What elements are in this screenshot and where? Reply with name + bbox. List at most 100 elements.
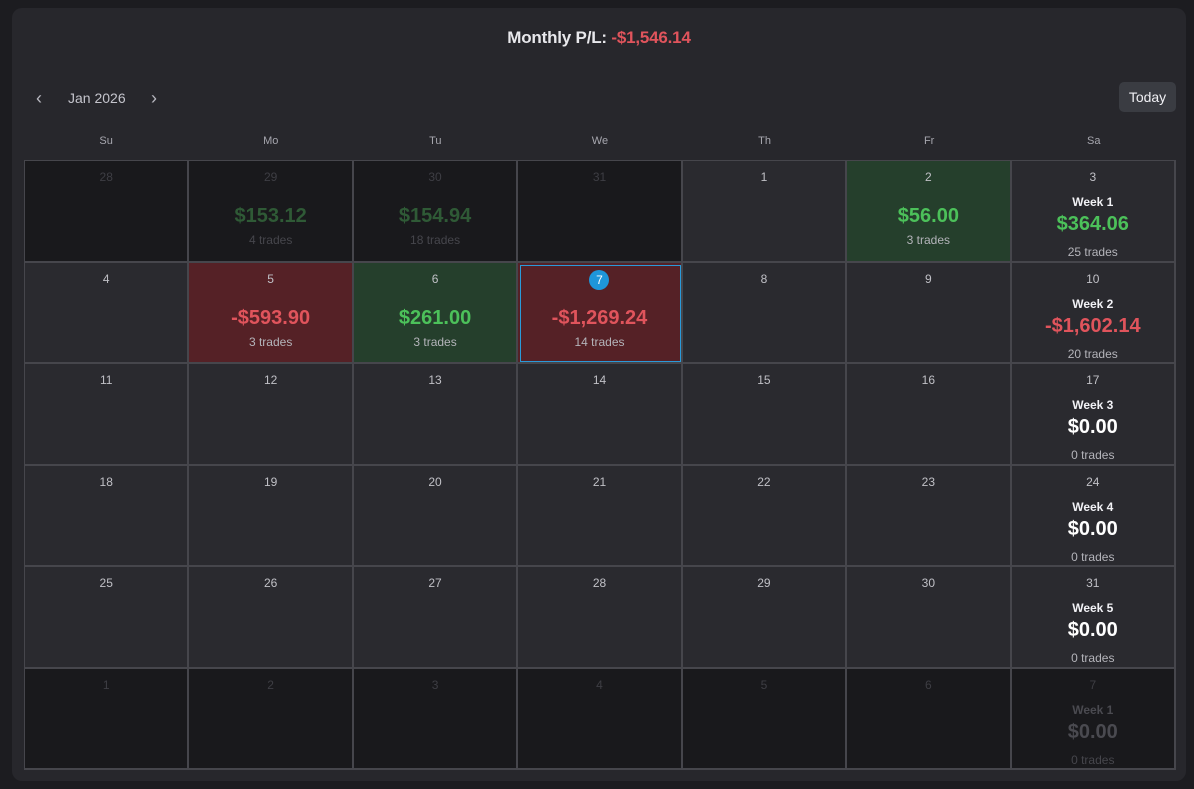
day-number: 12 — [263, 373, 278, 387]
day-trade-count: 3 trades — [906, 233, 951, 247]
day-cell[interactable]: 4 — [25, 262, 190, 364]
day-pl-amount: $261.00 — [398, 306, 472, 329]
day-number: 5 — [267, 271, 274, 286]
day-number: 4 — [596, 677, 603, 692]
chevron-left-icon[interactable]: ‹ — [36, 88, 42, 108]
monthly-pl-value: -$1,546.14 — [611, 28, 691, 47]
day-cell[interactable]: 2 $56.00 3 trades — [847, 161, 1012, 263]
day-number: 30 — [428, 170, 442, 184]
day-trade-count: 4 trades — [248, 233, 293, 247]
day-cell[interactable]: 6 $261.00 3 trades — [353, 262, 519, 364]
week-summary-cell[interactable]: 7 Week 1 $0.00 0 trades — [1011, 668, 1176, 770]
day-number: 18 — [99, 474, 113, 489]
day-cell[interactable]: 30 $154.94 18 trades — [353, 161, 519, 263]
day-number: 27 — [428, 576, 442, 590]
week-pl-amount: $0.00 — [1067, 517, 1118, 540]
day-number: 4 — [102, 271, 110, 286]
day-cell[interactable]: 1 — [25, 668, 190, 770]
day-number: 5 — [760, 677, 768, 692]
day-cell[interactable]: 29 — [682, 567, 848, 669]
day-cell[interactable]: 22 — [682, 465, 848, 567]
week-summary-cell[interactable]: 24 Week 4 $0.00 0 trades — [1011, 465, 1176, 567]
day-cell[interactable]: 4 — [518, 668, 683, 770]
day-pl-amount: $153.12 — [234, 205, 307, 227]
day-trade-count: 18 trades — [410, 233, 461, 247]
week-label: Week 5 — [1072, 601, 1114, 615]
day-cell[interactable]: 5 — [682, 668, 848, 770]
day-number: 6 — [925, 677, 932, 692]
week-summary-cell[interactable]: 10 Week 2 -$1,602.14 20 trades — [1011, 262, 1176, 364]
day-number: 17 — [1086, 373, 1100, 387]
week-pl-amount: $364.06 — [1056, 213, 1129, 235]
day-trade-count: 3 trades — [413, 334, 457, 349]
day-cell[interactable]: 13 — [353, 364, 519, 466]
day-number: 8 — [760, 271, 768, 286]
day-cell[interactable]: 23 — [847, 465, 1012, 567]
weekday-tu: Tu — [429, 135, 442, 147]
day-cell[interactable]: 21 — [518, 465, 683, 567]
day-cell[interactable]: 7 -$1,269.24 14 trades — [518, 262, 683, 364]
day-number: 19 — [263, 474, 278, 489]
day-cell[interactable]: 3 — [353, 668, 519, 770]
day-cell[interactable]: 9 — [847, 262, 1012, 364]
week-trade-count: 0 trades — [1071, 752, 1115, 767]
week-trade-count: 0 trades — [1071, 549, 1115, 564]
day-cell[interactable]: 15 — [682, 364, 848, 466]
day-cell[interactable]: 12 — [189, 364, 354, 466]
week-summary-cell[interactable]: 17 Week 3 $0.00 0 trades — [1011, 364, 1176, 466]
day-cell[interactable]: 31 — [518, 161, 683, 263]
day-cell[interactable]: 11 — [25, 364, 190, 466]
day-number: 29 — [263, 170, 278, 184]
day-pl-amount: $56.00 — [897, 205, 959, 227]
today-badge: 7 — [589, 269, 610, 290]
day-cell[interactable]: 29 $153.12 4 trades — [189, 161, 354, 263]
today-button[interactable]: Today — [1119, 82, 1176, 112]
week-trade-count: 0 trades — [1071, 651, 1115, 665]
calendar-panel: Monthly P/L: -$1,546.14 ‹ Jan 2026 › Tod… — [12, 8, 1186, 781]
day-number: 29 — [757, 576, 771, 590]
day-number: 13 — [428, 373, 442, 387]
week-summary-cell[interactable]: 3 Week 1 $364.06 25 trades — [1011, 161, 1176, 263]
day-cell[interactable]: 28 — [518, 567, 683, 669]
weekday-we: We — [591, 135, 609, 147]
day-cell[interactable]: 2 — [189, 668, 354, 770]
week-summary-cell[interactable]: 31 Week 5 $0.00 0 trades — [1011, 567, 1176, 669]
day-number: 10 — [1086, 271, 1100, 286]
day-cell[interactable]: 19 — [189, 465, 354, 567]
day-trade-count: 3 trades — [248, 334, 293, 349]
day-number: 2 — [925, 170, 932, 184]
weekday-th: Th — [758, 135, 771, 147]
day-cell[interactable]: 30 — [847, 567, 1012, 669]
day-cell[interactable]: 27 — [353, 567, 519, 669]
day-cell[interactable]: 20 — [353, 465, 519, 567]
week-trade-count: 25 trades — [1067, 245, 1118, 259]
week-pl-amount: -$1,602.14 — [1044, 314, 1141, 337]
day-cell[interactable]: 16 — [847, 364, 1012, 466]
week-pl-amount: $0.00 — [1067, 720, 1118, 743]
month-label: Jan 2026 — [68, 90, 126, 106]
day-cell[interactable]: 8 — [682, 262, 848, 364]
day-number: 24 — [1086, 474, 1100, 489]
day-cell[interactable]: 25 — [25, 567, 190, 669]
monthly-pl-label: Monthly P/L: — [507, 28, 607, 47]
day-number: 16 — [921, 373, 936, 387]
chevron-right-icon[interactable]: › — [151, 88, 157, 108]
day-cell[interactable]: 6 — [847, 668, 1012, 770]
day-pl-amount: -$593.90 — [231, 306, 311, 329]
day-pl-amount: -$1,269.24 — [551, 306, 648, 329]
weekday-fr: Fr — [923, 135, 935, 147]
day-cell[interactable]: 5 -$593.90 3 trades — [189, 262, 354, 364]
day-number: 14 — [592, 373, 607, 387]
day-cell[interactable]: 28 — [25, 161, 190, 263]
day-cell[interactable]: 1 — [682, 161, 848, 263]
day-cell[interactable]: 26 — [189, 567, 354, 669]
week-label: Week 1 — [1072, 702, 1114, 717]
day-number: 9 — [925, 271, 932, 286]
day-number: 31 — [1086, 576, 1100, 590]
day-number: 28 — [99, 170, 113, 184]
day-cell[interactable]: 18 — [25, 465, 190, 567]
day-cell[interactable]: 14 — [518, 364, 683, 466]
day-number: 20 — [428, 474, 442, 489]
week-trade-count: 0 trades — [1071, 448, 1115, 462]
day-pl-amount: $154.94 — [398, 205, 472, 227]
